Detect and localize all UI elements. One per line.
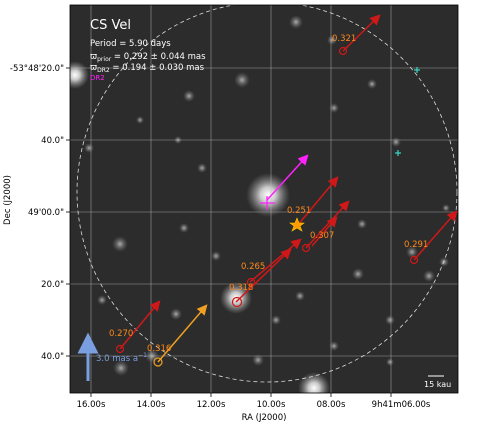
y-tick-label: -53°48'20.0"	[10, 64, 64, 74]
x-tick-label: 08.00s	[317, 400, 346, 410]
y-tick-label: 40.0"	[41, 352, 64, 362]
field-stars	[84, 15, 450, 376]
proper-motion-arrows	[119, 14, 458, 350]
companion-label: 0.291	[404, 240, 428, 250]
y-tick-labels: -53°48'20.0" 40.0" 49'00.0" 20.0" 40.0"	[10, 64, 64, 362]
search-radius-circle	[76, 5, 458, 383]
y-tick-label: 49'00.0"	[28, 208, 64, 218]
bright-star	[298, 372, 330, 393]
companion-labels: 0.321 0.251 0.307 0.291 0.265 0.318 0.27…	[109, 34, 428, 354]
kau-scale-label: 15 kau	[424, 380, 451, 389]
bright-star	[70, 61, 89, 89]
x-axis-label: RA (J2000)	[242, 413, 287, 423]
x-tick-label: 12.00s	[197, 400, 226, 410]
cyan-marker	[395, 67, 420, 156]
x-tick-labels: 16.00s 14.00s 12.00s 10.00s 08.00s 9h41m…	[77, 400, 431, 410]
cepheid-star-marker	[289, 217, 305, 232]
y-tick-label: 40.0"	[41, 136, 64, 146]
y-tick-label: 20.0"	[41, 280, 64, 290]
companion-label: 0.316	[147, 344, 171, 354]
star-period: Period = 5.90 days	[90, 39, 171, 49]
x-tick-label: 10.00s	[257, 400, 286, 410]
companion-label: 0.265	[241, 262, 265, 272]
parallax-prior: ϖprior = 0.292 ± 0.044 mas	[90, 52, 206, 63]
companion-label: 0.321	[332, 34, 356, 44]
x-tick-marks	[90, 393, 392, 397]
star-name: CS Vel	[90, 18, 131, 33]
coordinate-grid	[70, 5, 458, 393]
x-tick-label: 16.00s	[77, 400, 106, 410]
parallax-dr2: ϖDR2 = 0.194 ± 0.030 mas	[90, 63, 205, 74]
x-tick-label: 9h41m06.00s	[372, 400, 431, 410]
image-panel	[70, 5, 458, 393]
dr2-legend: DR2	[90, 74, 105, 82]
companion-label: 0.251	[287, 206, 311, 216]
y-axis-label: Dec (J2000)	[3, 175, 13, 225]
orange-pm-arrow	[157, 304, 208, 363]
pm-scale-label: 3.0 mas a−1	[96, 352, 147, 364]
x-tick-label: 14.00s	[137, 400, 166, 410]
dr2-pm-arrow	[266, 154, 309, 201]
bright-star	[246, 173, 290, 217]
companion-label: 0.318	[229, 283, 253, 293]
companion-label: 0.270	[109, 329, 133, 339]
companion-label: 0.307	[310, 231, 334, 241]
y-tick-marks	[66, 67, 70, 357]
companion-markers	[115, 46, 419, 367]
plot-frame	[69, 4, 459, 394]
